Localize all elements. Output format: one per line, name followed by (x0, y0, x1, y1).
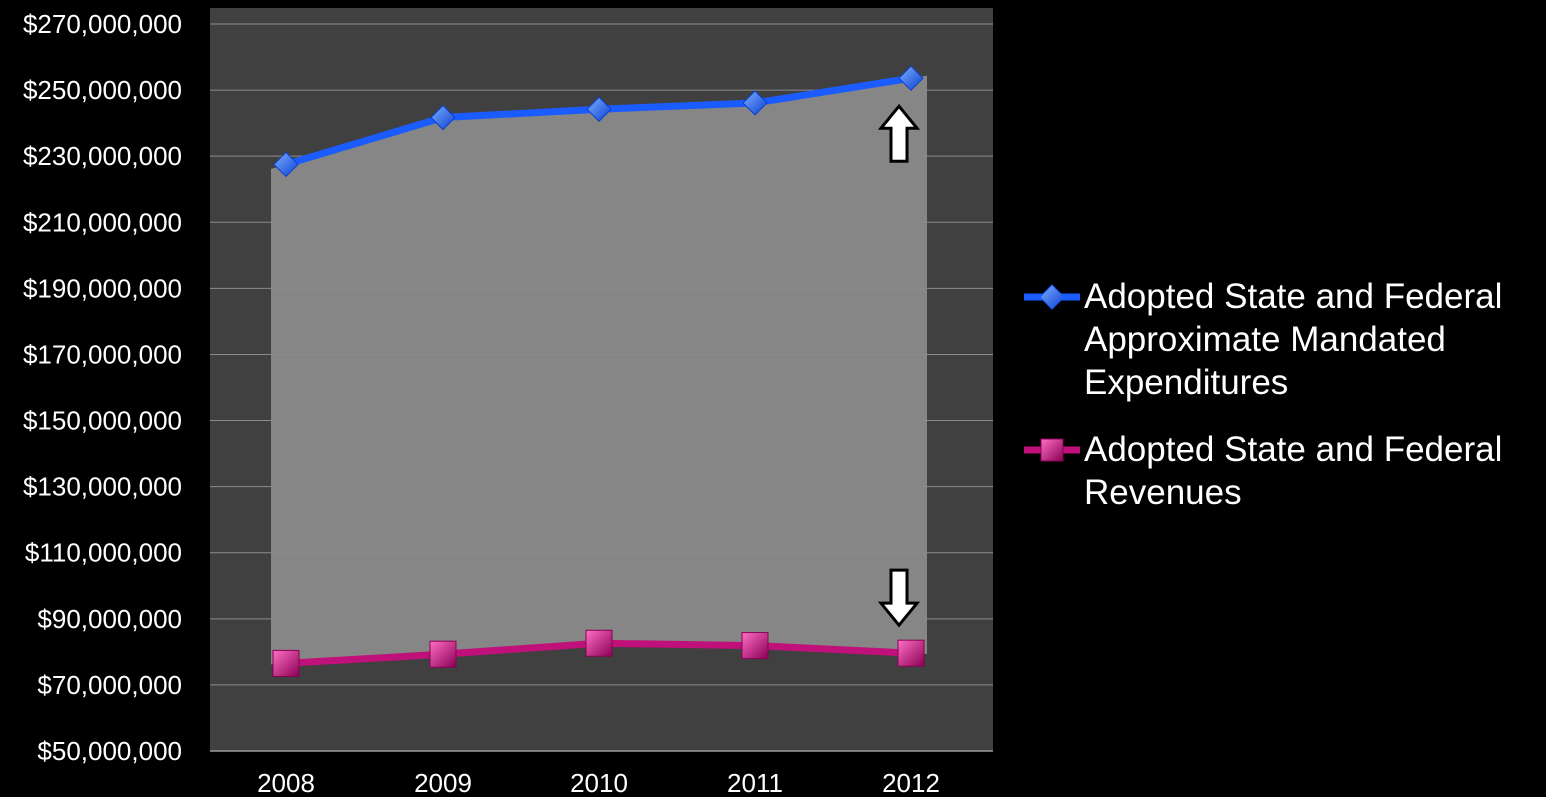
legend-label-revenues-2: Revenues (1084, 473, 1242, 512)
revenues-marker (897, 639, 925, 667)
expenditures-marker (586, 96, 612, 122)
legend-label-expenditures-2: Approximate Mandated (1084, 320, 1446, 359)
x-axis: 2008 2009 2010 2011 2012 (257, 768, 940, 797)
y-tick-label: $230,000,000 (23, 141, 182, 171)
x-tick-label: 2010 (570, 768, 628, 797)
expenditures-marker (430, 104, 456, 131)
arrow-down-icon (877, 568, 921, 628)
legend-item-revenues: Adopted State and Federal Revenues (1022, 428, 1542, 514)
y-tick-label: $170,000,000 (23, 339, 182, 369)
legend-swatch-revenues (1024, 438, 1080, 462)
x-tick-label: 2008 (257, 768, 315, 797)
revenues-marker (429, 640, 457, 668)
y-tick-label: $210,000,000 (23, 207, 182, 237)
x-tick-label: 2009 (414, 768, 472, 797)
legend: Adopted State and Federal Approximate Ma… (1022, 275, 1542, 538)
shaded-band-area (271, 75, 927, 665)
revenues-marker (272, 649, 300, 677)
series-markers (272, 65, 925, 677)
legend-swatch-expenditures (1024, 284, 1080, 310)
annotations (877, 103, 921, 628)
y-tick-label: $70,000,000 (37, 670, 182, 700)
y-tick-label: $130,000,000 (23, 472, 182, 502)
y-tick-label: $90,000,000 (37, 604, 182, 634)
legend-item-expenditures: Adopted State and Federal Approximate Ma… (1022, 275, 1542, 404)
y-tick-label: $50,000,000 (37, 736, 182, 766)
expenditures-marker (273, 151, 299, 178)
y-tick-label: $150,000,000 (23, 406, 182, 436)
revenues-marker (741, 632, 769, 660)
expenditures-marker (742, 90, 768, 116)
y-axis: $50,000,000 $70,000,000 $90,000,000 $110,00… (23, 9, 182, 766)
y-tick-label: $250,000,000 (23, 75, 182, 105)
legend-label-expenditures-1: Adopted State and Federal (1084, 277, 1503, 316)
arrow-up-icon (877, 103, 921, 163)
x-tick-label: 2011 (727, 768, 783, 797)
legend-label-expenditures-3: Expenditures (1084, 363, 1289, 402)
legend-label-revenues-1: Adopted State and Federal (1084, 430, 1503, 469)
y-tick-label: $270,000,000 (23, 9, 182, 39)
y-tick-label: $110,000,000 (25, 538, 182, 568)
revenues-marker (585, 629, 613, 657)
x-tick-label: 2012 (882, 768, 940, 797)
expenditures-marker (898, 65, 924, 91)
y-tick-label: $190,000,000 (23, 273, 182, 303)
shaded-band (271, 75, 927, 665)
